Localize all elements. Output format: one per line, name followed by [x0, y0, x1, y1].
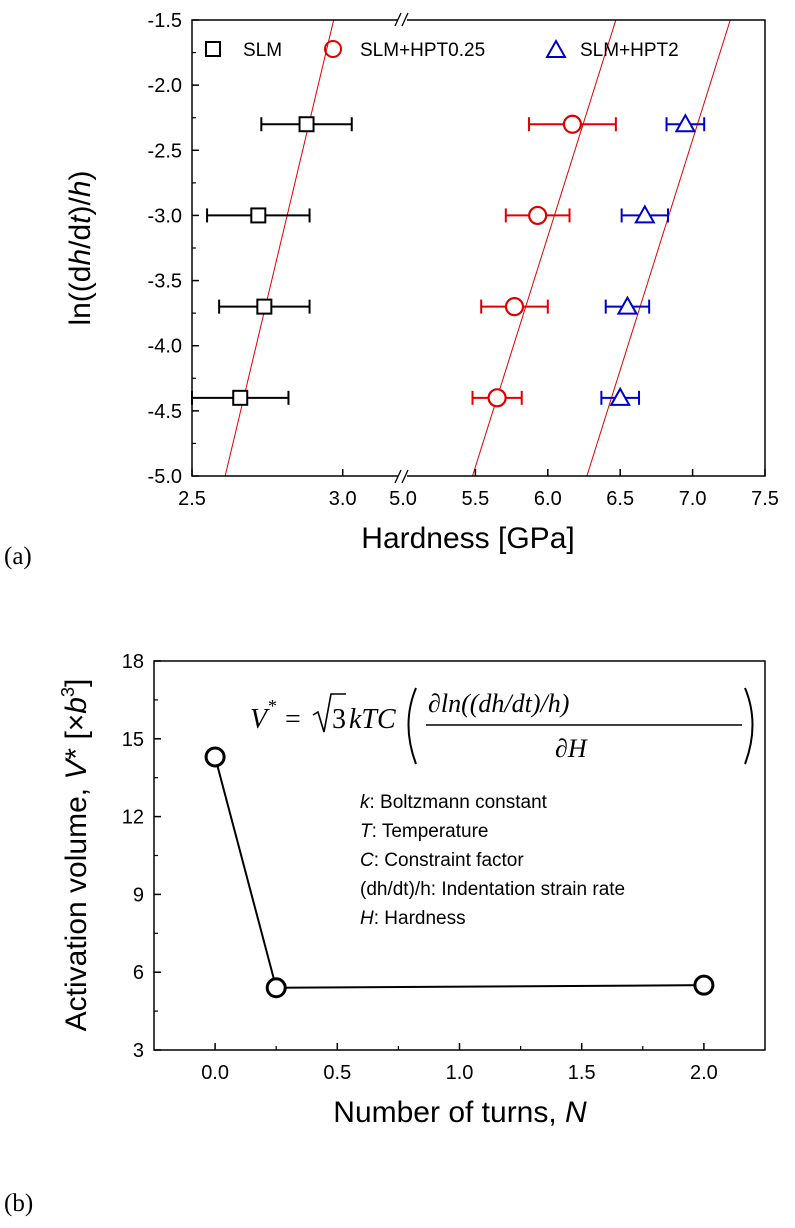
- data-point-slm: [250, 207, 267, 224]
- annotation-k: k: Boltzmann constant: [360, 792, 548, 813]
- legend-label-slm-hpt025: SLM+HPT0.25: [360, 40, 485, 61]
- svg-text:∂ln((dh/dt)/h): ∂ln((dh/dt)/h): [428, 689, 569, 718]
- y-tick-label-3-5: -3.5: [148, 271, 182, 293]
- activation-volume-point: [693, 974, 715, 996]
- svg-text:3: 3: [332, 704, 346, 735]
- legend-item-slm: SLM: [205, 40, 282, 61]
- y-tick-label-3-0: -3.0: [148, 205, 182, 227]
- x-tick-label-2-5: 2.5: [178, 488, 206, 510]
- y-tick-label-4-5: -4.5: [148, 401, 182, 423]
- legend-item-slm-hpt025: SLM+HPT0.25: [324, 40, 485, 61]
- symbol-definitions: k: Boltzmann constant T: Temperature C: …: [360, 792, 625, 929]
- b-y-tick-label-3: 3: [133, 1040, 144, 1062]
- data-point-slm-hpt0-25: [504, 297, 525, 317]
- data-point-slm-hpt2: [616, 295, 639, 315]
- legend: SLM SLM+HPT0.25 SLM+HPT2: [205, 38, 679, 61]
- x-tick-label-6-0: 6.0: [534, 488, 562, 510]
- data-point-slm: [298, 116, 315, 133]
- y-tick-label-4-0: -4.0: [148, 336, 182, 358]
- fit-line-3: [586, 20, 731, 476]
- b-x-tick-label-0-5: 0.5: [323, 1062, 351, 1084]
- legend-label-slm: SLM: [243, 40, 282, 61]
- panel-label-a: (a): [4, 543, 32, 570]
- x-tick-label-7-5: 7.5: [751, 488, 779, 510]
- data-point-slm-hpt0-25: [562, 114, 583, 134]
- x-tick-label-5-0: 5.0: [389, 488, 417, 510]
- panel-b: 3 6 9 12 15 18 0.0 0.5 1.0 1.5 2.0 V * = 3 kTC ∂ln…: [4, 651, 766, 1217]
- x-axis-break-top: [394, 11, 409, 31]
- svg-text:=: =: [285, 704, 301, 735]
- legend-label-slm-hpt2: SLM+HPT2: [580, 40, 679, 61]
- y-tick-label-5-0: -5.0: [148, 466, 182, 488]
- b-y-tick-label-15: 15: [122, 729, 144, 751]
- data-point-slm-hpt2: [634, 204, 656, 224]
- b-x-tick-label-0-0: 0.0: [201, 1062, 229, 1084]
- x-tick-label-5-5: 5.5: [461, 488, 489, 510]
- data-point-slm: [232, 389, 249, 406]
- y-tick-label-1-5: -1.5: [148, 10, 182, 32]
- data-point-slm-hpt2: [609, 386, 631, 406]
- annotation-strain-rate: (dh/dt)/h: Indentation strain rate: [360, 879, 625, 900]
- panel-a: -1.5 -2.0 -2.5 -3.0 -3.5 -4.0 -4.5 -5.02.5 3.0 5.…: [4, 10, 779, 570]
- y-tick-label-2-5: -2.5: [148, 140, 182, 162]
- fit-line-2: [472, 20, 617, 476]
- annotation-t: T: Temperature: [360, 821, 489, 842]
- panel-a-plot-frame: [191, 19, 766, 477]
- svg-text:∂H: ∂H: [555, 734, 588, 763]
- annotation-h: H: Hardness: [360, 908, 466, 929]
- legend-item-slm-hpt2: SLM+HPT2: [545, 38, 679, 61]
- x-axis-break-bottom: [394, 466, 409, 486]
- b-y-tick-label-12: 12: [122, 807, 144, 829]
- b-y-tick-label-6: 6: [133, 962, 144, 984]
- annotation-c: C: Constraint factor: [360, 850, 524, 871]
- activation-volume-point: [265, 977, 287, 999]
- b-y-tick-label-18: 18: [122, 651, 144, 673]
- panel-label-b: (b): [4, 1190, 33, 1217]
- b-x-tick-label-1-0: 1.0: [446, 1062, 474, 1084]
- activation-volume-equation: V * = 3 kTC ∂ln((dh/dt)/h) ∂H: [250, 687, 754, 765]
- svg-text:V: V: [250, 704, 270, 735]
- b-y-tick-label-9: 9: [133, 884, 144, 906]
- activation-volume-point: [204, 746, 226, 768]
- data-point-slm-hpt0-25: [528, 205, 548, 226]
- data-point-slm-hpt2: [674, 113, 697, 133]
- svg-text:*: *: [268, 696, 277, 716]
- b-x-tick-label-2-0: 2.0: [690, 1062, 718, 1084]
- x-axis-title: Hardness [GPa]: [361, 522, 574, 555]
- x-axis-title-b: Number of turns, N: [333, 1096, 587, 1129]
- svg-text:kTC: kTC: [349, 704, 396, 735]
- x-tick-label-3-0: 3.0: [329, 488, 357, 510]
- y-axis-title: ln((dh/dt)/h): [64, 170, 97, 325]
- data-point-slm: [256, 298, 273, 315]
- y-tick-label-2-0: -2.0: [148, 75, 182, 97]
- b-x-tick-label-1-5: 1.5: [568, 1062, 596, 1084]
- y-axis-title-b: Activation volume, V* [×b3]: [58, 679, 93, 1032]
- x-tick-label-6-5: 6.5: [606, 488, 634, 510]
- fit-line-1: [224, 20, 335, 476]
- x-tick-label-7-0: 7.0: [679, 488, 707, 510]
- data-point-slm-hpt0-25: [487, 388, 507, 408]
